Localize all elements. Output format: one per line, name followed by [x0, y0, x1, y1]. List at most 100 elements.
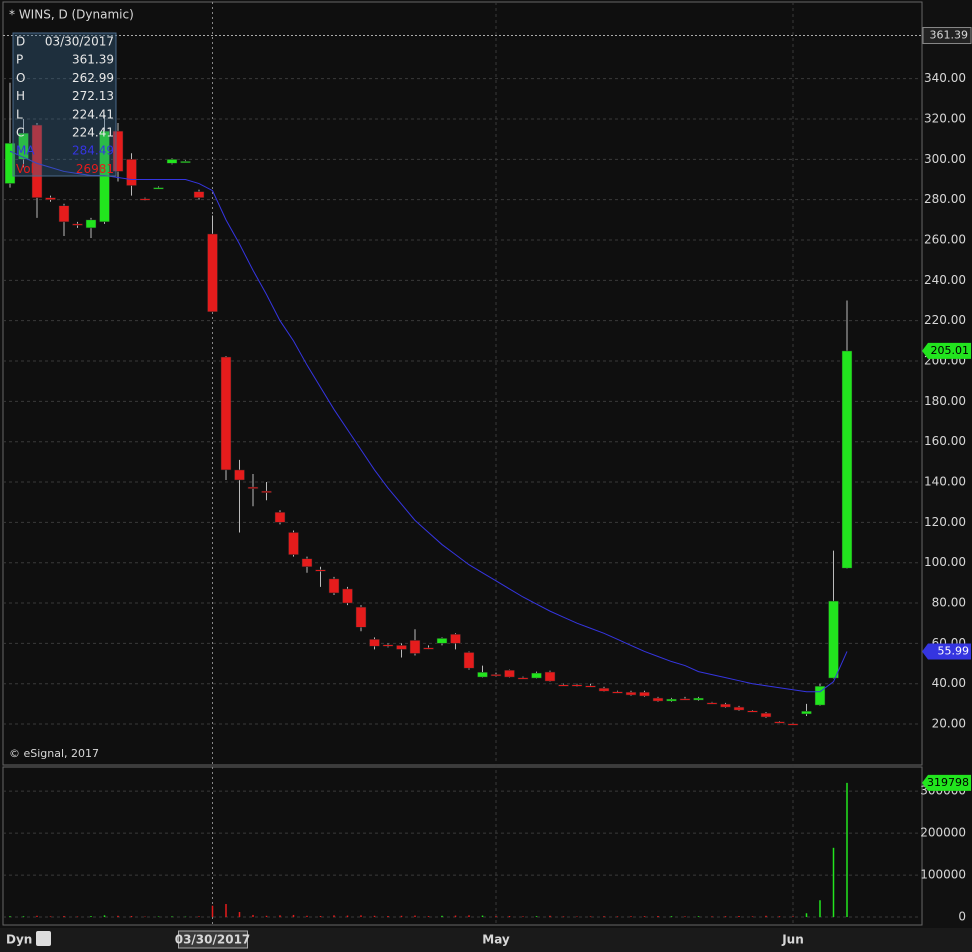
volume-bar — [130, 915, 133, 918]
candle-body — [423, 647, 434, 650]
volume-bar — [819, 900, 821, 918]
candle-body — [18, 132, 29, 160]
volume-bar — [292, 914, 295, 918]
volume-bar — [508, 915, 511, 918]
ma-tag — [922, 643, 971, 660]
y-tick-label: 100000 — [920, 868, 966, 882]
candle-body — [396, 645, 407, 650]
marks-layer — [4, 82, 853, 918]
candle-body — [598, 687, 610, 692]
candle-body — [774, 721, 785, 724]
info-label: L — [16, 107, 23, 121]
candle-body — [625, 691, 637, 696]
volume-bar — [427, 916, 430, 918]
candle-body — [558, 684, 569, 687]
info-box — [12, 32, 117, 177]
candle-body — [166, 159, 178, 164]
volume-bar — [252, 914, 254, 918]
volume-bar — [792, 916, 794, 918]
volume-bar — [765, 915, 767, 918]
grid-layer — [3, 2, 922, 925]
candle-body — [760, 712, 772, 718]
volume-bar — [103, 915, 106, 918]
price-line-tag — [922, 27, 972, 45]
y-tick-label: 120.00 — [924, 515, 966, 529]
candle-body — [58, 205, 70, 223]
volume-bar — [225, 904, 227, 918]
volume-bar — [832, 847, 835, 918]
y-tick-label: 300.00 — [924, 152, 966, 166]
candle-body — [247, 486, 259, 489]
y-tick-label: 260.00 — [924, 233, 966, 247]
volume-bar — [697, 916, 700, 918]
volume-bar — [562, 916, 565, 918]
last-price-tag — [922, 342, 971, 359]
volume-bar — [778, 916, 781, 918]
y-tick-label: 180.00 — [924, 394, 966, 408]
x-cursor-box — [178, 930, 248, 949]
volume-bar — [805, 913, 808, 918]
volume-bar — [238, 911, 241, 918]
volume-bar — [306, 915, 308, 918]
candle-body — [463, 652, 475, 669]
candle-body — [139, 198, 151, 201]
volume-bar — [616, 916, 619, 918]
candle-body — [517, 677, 529, 680]
y-tick-label: 20.00 — [932, 717, 966, 731]
ma-tag-label: 55.99 — [938, 644, 970, 657]
copyright: © eSignal, 2017 — [9, 747, 99, 760]
candle-body — [382, 644, 394, 647]
volume-bar — [441, 915, 443, 918]
y-tick-label: 200000 — [920, 826, 966, 840]
candle-body — [436, 638, 448, 644]
last-price-label: 205.01 — [931, 344, 970, 357]
x-axis-bar — [0, 928, 972, 952]
footer-label[interactable]: Dyn — [6, 933, 32, 947]
volume-bar — [846, 782, 848, 918]
volume-bar — [630, 916, 632, 918]
candle-body — [261, 490, 272, 493]
info-value: 361.39 — [72, 53, 114, 67]
volume-bar — [481, 915, 484, 918]
candle-body — [490, 674, 502, 677]
volume-bar — [117, 915, 119, 918]
y-tick-label: 320.00 — [924, 111, 966, 125]
info-label: H — [16, 89, 25, 103]
candle-body — [801, 710, 812, 715]
volume-bar — [643, 916, 646, 918]
candle-body — [477, 671, 488, 678]
price-panel — [2, 1, 923, 766]
y-tick-label: 0 — [958, 910, 966, 924]
candle-body — [693, 697, 704, 701]
volume-bar — [589, 916, 592, 918]
candle-body — [328, 578, 340, 594]
y-tick-label: 140.00 — [924, 475, 966, 489]
volume-bar — [738, 915, 740, 918]
info-label: P — [16, 53, 23, 67]
volume-bar — [576, 916, 578, 918]
candle-body — [639, 691, 650, 697]
volume-bar — [373, 915, 376, 918]
candle-body — [72, 223, 83, 226]
volume-panel — [2, 766, 923, 926]
volume-bar — [454, 915, 457, 918]
info-value: 224.41 — [72, 126, 114, 140]
candle-body — [234, 469, 245, 481]
candle-body — [409, 640, 421, 654]
candle-body — [369, 639, 380, 647]
candle-body — [504, 669, 515, 678]
candle-body — [112, 130, 124, 172]
info-value: 26981 — [76, 162, 114, 176]
volume-bar — [36, 915, 38, 918]
candle-body — [207, 233, 218, 313]
y-tick-label: 220.00 — [924, 313, 966, 327]
candle-body — [720, 703, 731, 708]
volume-bar — [171, 916, 173, 918]
footer-icon[interactable] — [36, 931, 51, 946]
volume-bar — [670, 916, 673, 918]
info-label: D — [16, 35, 25, 49]
candle-body — [315, 569, 326, 572]
volume-bar — [211, 905, 214, 918]
candle-body — [666, 698, 677, 702]
candle-body — [450, 634, 461, 644]
